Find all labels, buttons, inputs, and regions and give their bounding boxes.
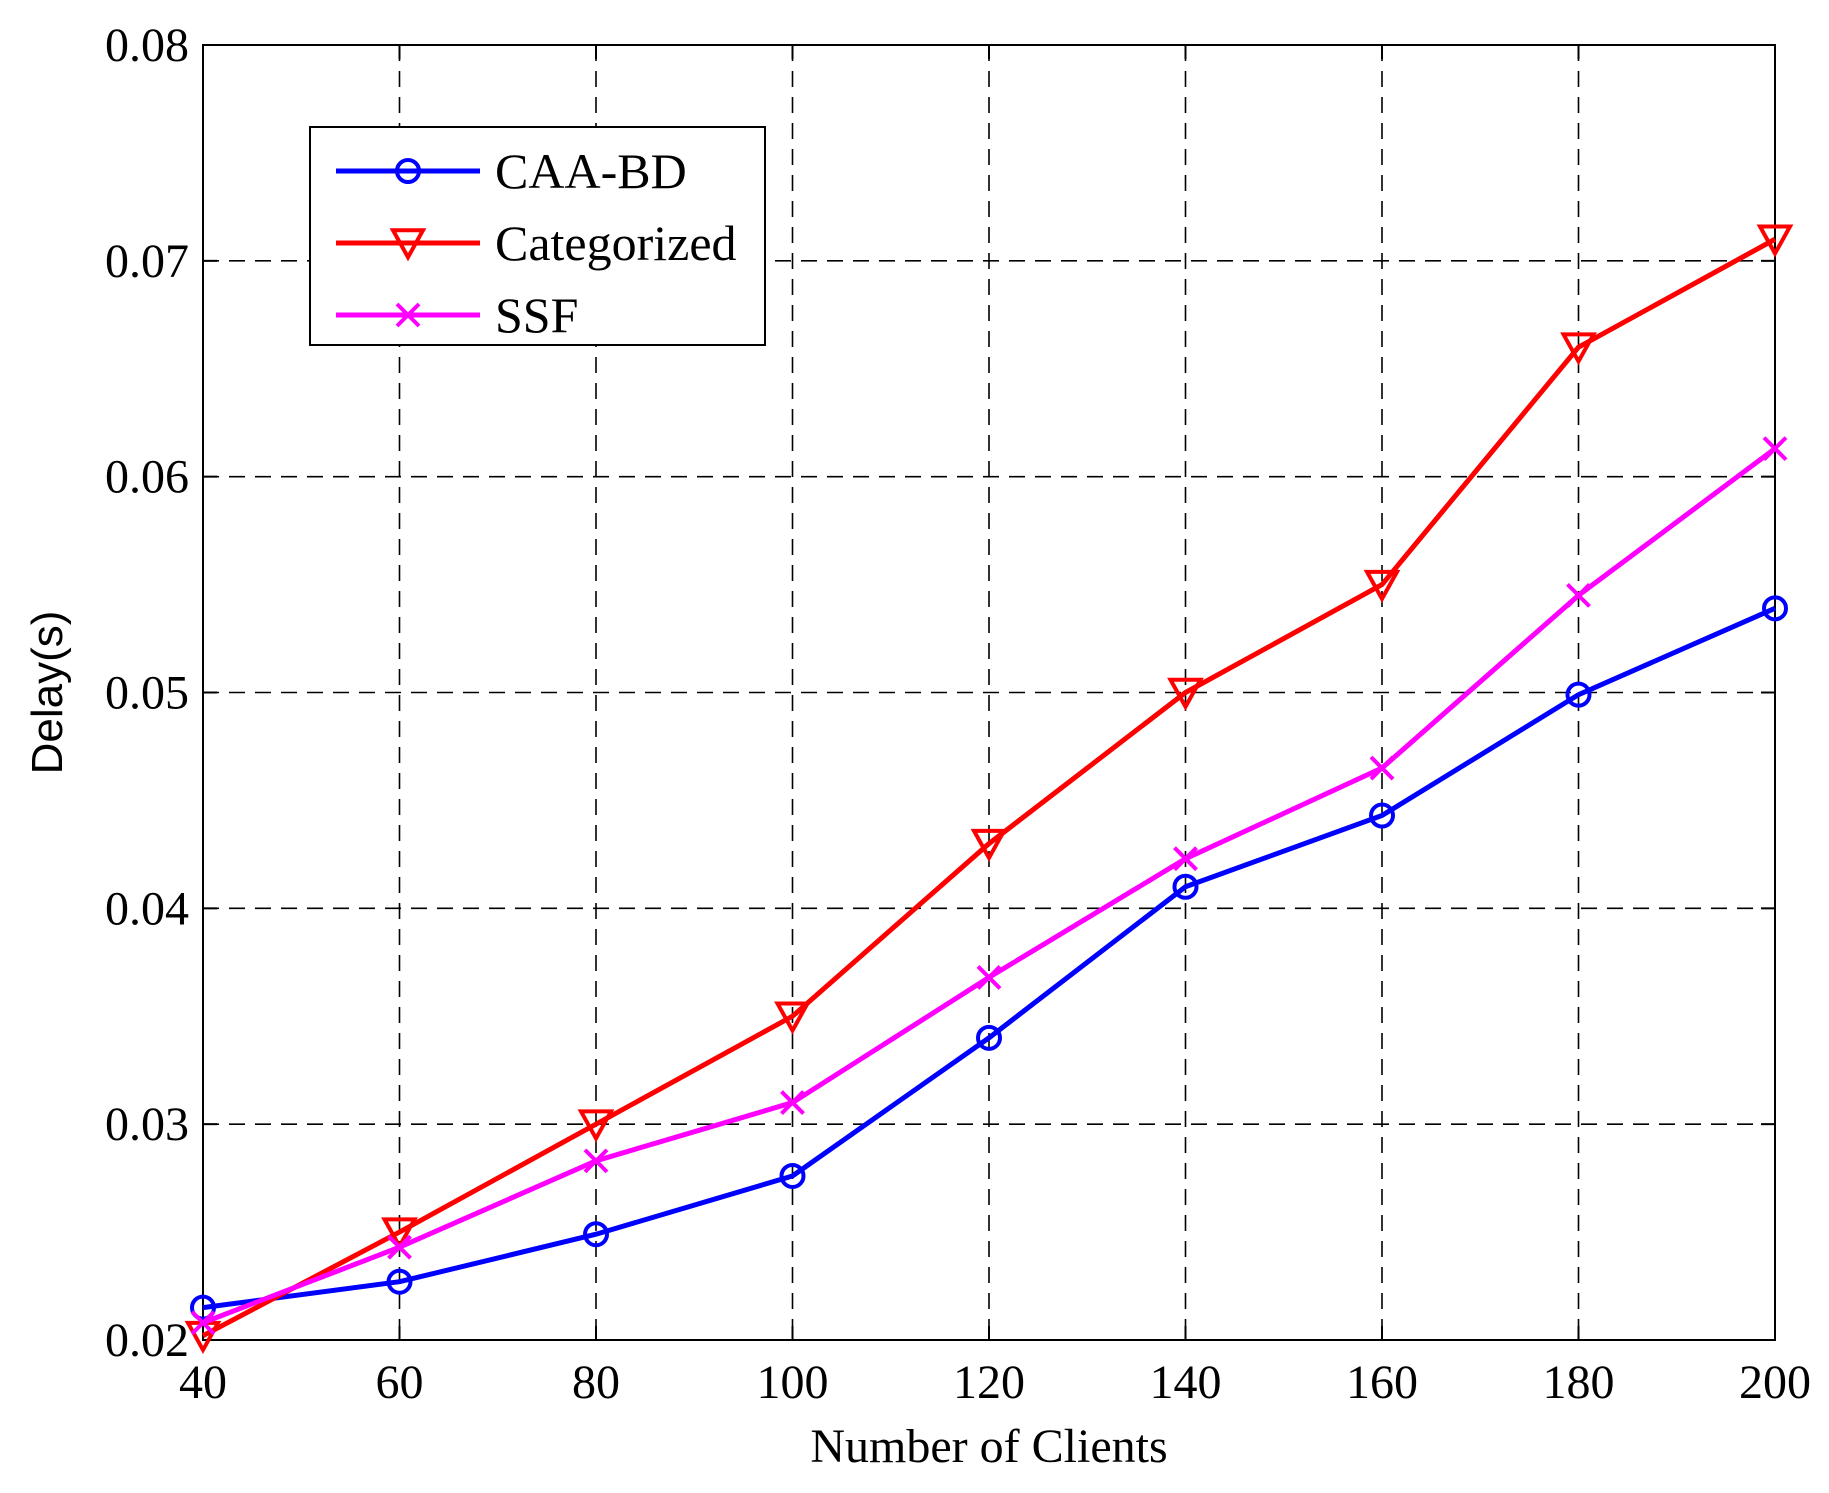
data-point [381,1217,418,1251]
data-point [976,964,1002,990]
data-point [1762,595,1788,622]
data-point [1560,332,1597,366]
data-point [1173,846,1198,872]
x-tick-label: 80 [572,1356,620,1409]
data-point [1369,802,1395,829]
legend-label: SSF [495,287,578,343]
data-point [577,1109,615,1143]
legend: CAA-BD Categorized SSF [309,126,766,346]
data-point [1756,224,1794,258]
data-point [1167,677,1204,711]
x-axis-label: Number of Clients [810,1420,1167,1473]
series-line [201,237,1777,1338]
x-tick-label: 200 [1739,1356,1811,1409]
data-point [1566,582,1591,608]
data-point [386,1268,413,1295]
data-point [779,1162,806,1189]
y-tick-label: 0.02 [105,1314,189,1367]
legend-entry: CAA-BD [336,143,687,199]
data-point [774,1001,811,1035]
legend-label: CAA-BD [495,143,687,199]
y-tick-label: 0.04 [105,882,189,935]
legend-entry: Categorized [336,215,737,271]
series-layer [184,224,1794,1355]
axis-ticks: 40 60 80 100 120 140 160 180 200 0.02 0.03 0.04 0.05… [105,19,1811,1409]
legend-swatch-marker [389,228,427,262]
data-point [1565,681,1592,708]
y-tick-label: 0.08 [105,19,189,72]
x-tick-label: 140 [1150,1356,1222,1409]
data-point [387,1234,412,1260]
legend-entry: SSF [336,287,578,343]
y-tick-label: 0.03 [105,1098,189,1151]
x-tick-label: 160 [1346,1356,1418,1409]
data-point [190,1310,216,1336]
data-point [970,828,1008,862]
series-line [202,606,1777,1311]
y-tick-label: 0.05 [105,667,189,720]
data-point [780,1090,805,1115]
data-point [1363,569,1401,603]
series-categorized [184,224,1794,1355]
data-point [583,1148,609,1174]
x-tick-label: 180 [1543,1356,1615,1409]
y-tick-label: 0.07 [105,235,189,288]
y-tick-label: 0.06 [105,451,189,504]
data-point [190,1294,216,1321]
data-point [976,1024,1002,1051]
legend-swatch-marker [395,158,421,184]
series-ssf [190,436,1788,1336]
legend-box [309,126,766,346]
x-tick-label: 40 [179,1356,227,1409]
data-point [1172,873,1199,900]
legend-label: Categorized [495,215,737,271]
x-tick-label: 60 [376,1356,424,1409]
legend-swatch-marker [395,302,421,328]
data-point [1369,755,1395,781]
data-point [583,1221,609,1248]
data-point [1762,436,1788,462]
x-tick-label: 100 [757,1356,829,1409]
y-axis-label: Delay(s) [23,611,72,775]
x-tick-label: 120 [953,1356,1025,1409]
series-caa-bd [190,595,1788,1321]
